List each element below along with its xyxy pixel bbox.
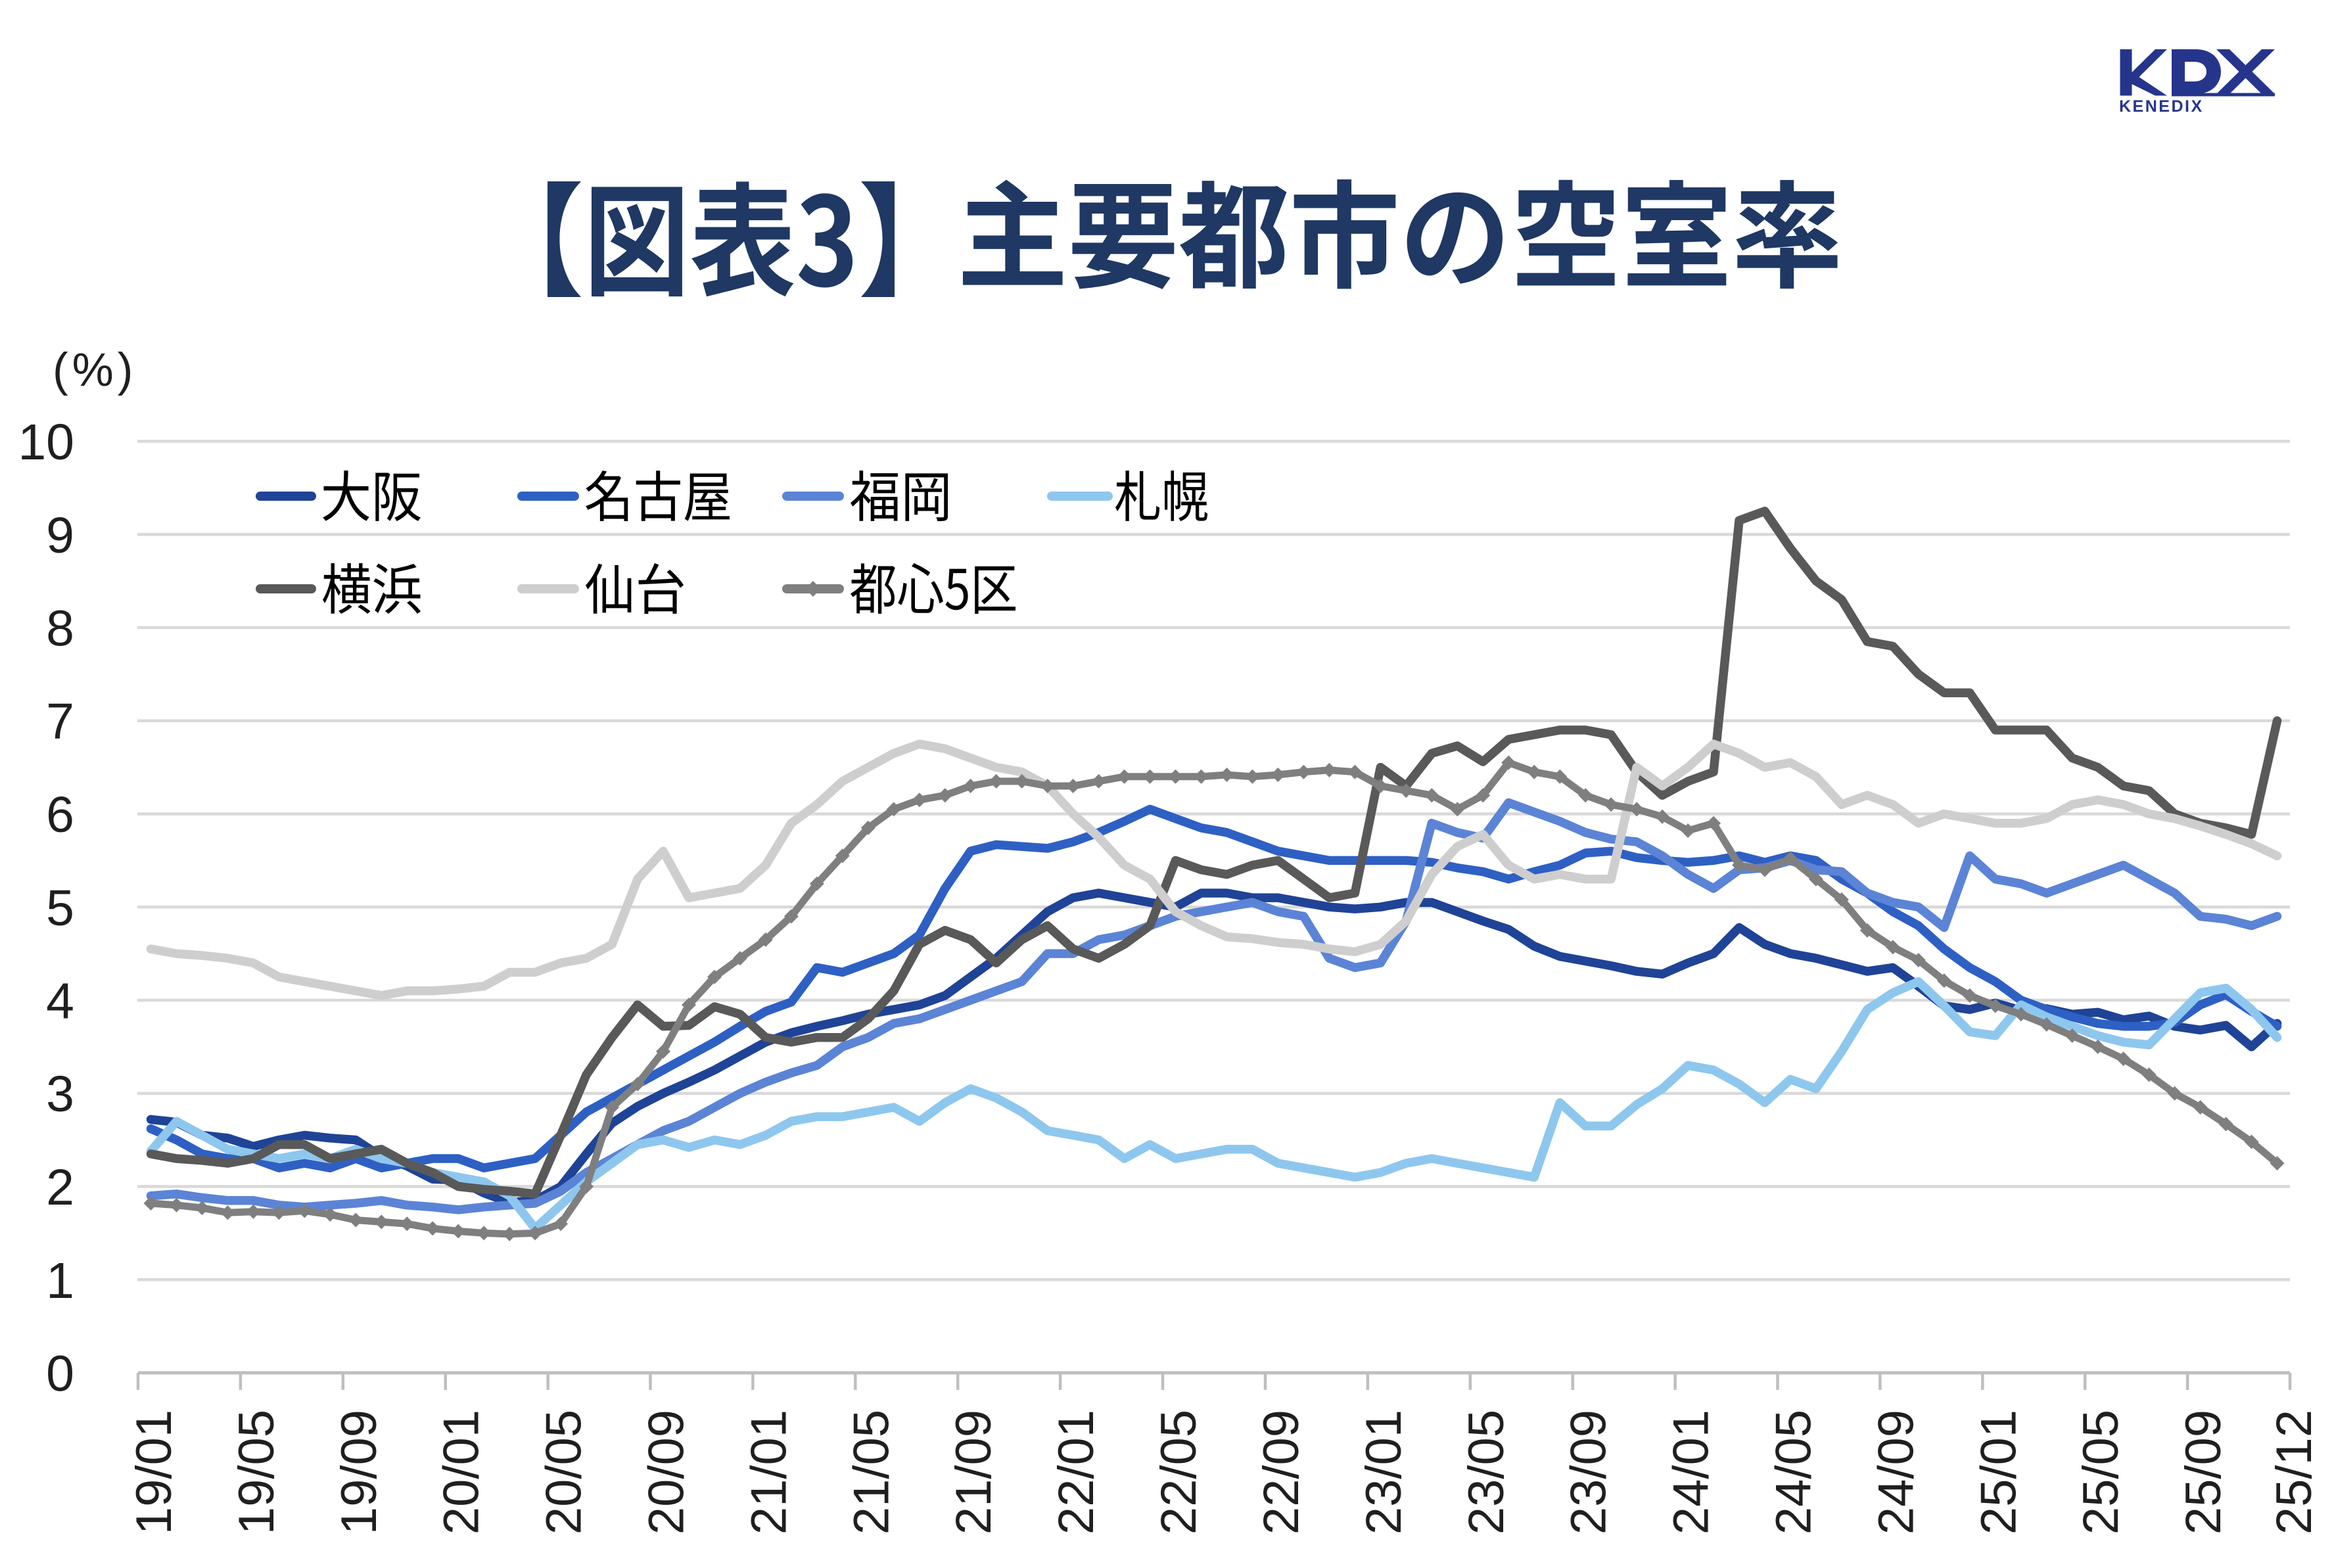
svg-text:23/05: 23/05 <box>1459 1410 1514 1534</box>
svg-text:19/01: 19/01 <box>126 1410 182 1534</box>
svg-text:21/09: 21/09 <box>946 1410 1002 1534</box>
svg-text:23/09: 23/09 <box>1561 1410 1617 1534</box>
svg-text:21/05: 21/05 <box>843 1410 899 1534</box>
svg-text:24/09: 24/09 <box>1868 1410 1924 1534</box>
svg-text:20/01: 20/01 <box>434 1410 490 1534</box>
svg-text:25/01: 25/01 <box>1971 1410 2026 1534</box>
svg-text:3: 3 <box>46 1066 74 1122</box>
svg-text:8: 8 <box>46 601 74 657</box>
svg-text:19/05: 19/05 <box>229 1410 285 1534</box>
svg-text:5: 5 <box>46 880 74 936</box>
svg-text:0: 0 <box>46 1346 74 1402</box>
svg-text:KENEDIX: KENEDIX <box>2119 97 2204 116</box>
svg-text:23/01: 23/01 <box>1356 1410 1412 1534</box>
svg-text:25/12: 25/12 <box>2266 1410 2322 1534</box>
svg-text:21/01: 21/01 <box>741 1410 797 1534</box>
svg-text:10: 10 <box>18 414 74 471</box>
svg-text:(%): (%) <box>53 344 137 396</box>
svg-text:25/05: 25/05 <box>2073 1410 2129 1534</box>
svg-text:2: 2 <box>46 1159 74 1216</box>
svg-text:22/05: 22/05 <box>1151 1410 1207 1534</box>
svg-text:9: 9 <box>46 507 74 564</box>
svg-text:1: 1 <box>46 1253 74 1309</box>
svg-text:20/09: 20/09 <box>639 1410 695 1534</box>
svg-text:25/09: 25/09 <box>2176 1410 2231 1534</box>
svg-text:19/09: 19/09 <box>331 1410 387 1534</box>
svg-text:24/05: 24/05 <box>1766 1410 1822 1534</box>
svg-text:22/09: 22/09 <box>1253 1410 1309 1534</box>
svg-text:24/01: 24/01 <box>1664 1410 1719 1534</box>
svg-text:6: 6 <box>46 787 74 843</box>
svg-text:22/01: 22/01 <box>1048 1410 1104 1534</box>
svg-text:7: 7 <box>46 693 74 750</box>
svg-text:4: 4 <box>46 973 74 1030</box>
svg-text:20/05: 20/05 <box>536 1410 592 1534</box>
